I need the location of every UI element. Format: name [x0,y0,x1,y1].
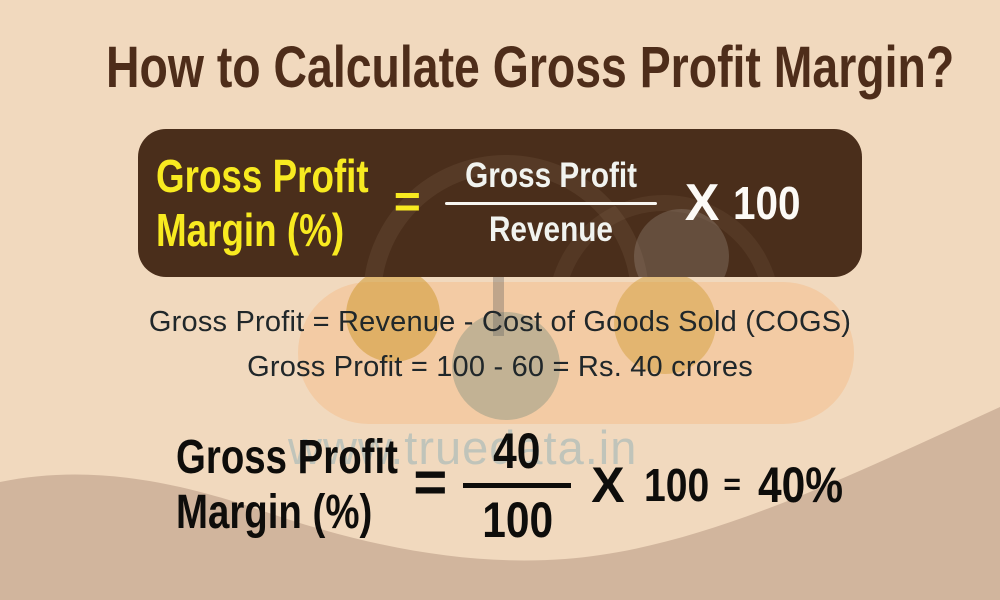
formula-equals-sign: = [393,175,421,227]
example-multiply-value: 100 [643,459,709,511]
multiply-value: 100 [733,177,801,229]
example-fraction: 40 100 [462,422,572,549]
example-calculation: Gross Profit Margin (%) = 40 100 X 100 =… [176,422,843,549]
explanation-line-2: Gross Profit = 100 - 60 = Rs. 40 crores [247,351,753,383]
formula-lhs: Gross Profit Margin (%) [156,149,369,258]
example-result-equals: = [723,468,741,501]
watermark-text: www.truedata.in [288,421,638,474]
formula-card: Gross Profit Margin (%) = Gross Profit R… [138,129,862,277]
example-result-value: 40% [757,457,843,513]
example-multiply-x: X [591,457,625,513]
formula-lhs-line1: Gross Profit [156,149,369,202]
page-title-text: How to Calculate Gross Profit Margin? [106,35,955,100]
example-fraction-denominator: 100 [481,491,553,548]
card-dot-decoration [634,209,729,277]
example-lhs: Gross Profit Margin (%) [176,430,398,540]
fraction-divider [444,202,657,205]
page-title: How to Calculate Gross Profit Margin? [0,34,1000,101]
example-lhs-line1: Gross Profit [176,430,398,484]
example-fraction-divider [463,482,572,488]
formula-lhs-line2: Margin (%) [156,204,345,256]
fraction-numerator: Gross Profit [464,156,637,195]
formula-fraction: Gross Profit Revenue [444,156,657,250]
example-fraction-numerator: 40 [493,422,541,479]
formula-multiplier: X 100 [684,173,801,233]
explanation-line-1: Gross Profit = Revenue - Cost of Goods S… [148,306,852,338]
example-equals-sign: = [413,449,448,515]
example-lhs-line2: Margin (%) [176,486,373,539]
multiply-x: X [684,174,720,232]
fraction-denominator: Revenue [488,210,613,249]
